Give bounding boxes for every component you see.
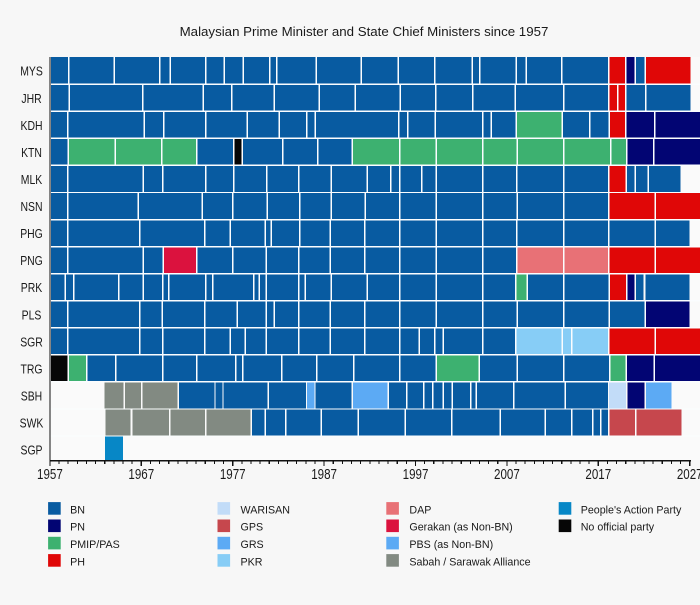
svg-text:JHR: JHR	[21, 92, 41, 106]
svg-text:1987: 1987	[311, 466, 337, 482]
svg-text:PMIP/PAS: PMIP/PAS	[70, 539, 120, 551]
svg-text:PN: PN	[70, 522, 85, 534]
svg-text:PBS (as Non-BN): PBS (as Non-BN)	[409, 539, 493, 551]
svg-text:Sabah / Sarawak Alliance: Sabah / Sarawak Alliance	[409, 556, 530, 568]
svg-text:1957: 1957	[37, 466, 63, 482]
svg-text:SGR: SGR	[20, 335, 43, 349]
svg-text:SWK: SWK	[20, 417, 44, 431]
svg-text:Malaysian Prime Minister and S: Malaysian Prime Minister and State Chief…	[180, 24, 549, 39]
svg-text:MYS: MYS	[20, 65, 43, 79]
svg-text:1977: 1977	[220, 466, 246, 482]
svg-text:WARISAN: WARISAN	[241, 504, 290, 516]
svg-text:DAP: DAP	[409, 504, 431, 516]
svg-text:1997: 1997	[403, 466, 429, 482]
svg-text:BN: BN	[70, 504, 85, 516]
svg-text:PLS: PLS	[22, 308, 42, 322]
svg-text:2027: 2027	[677, 466, 700, 482]
svg-text:SBH: SBH	[21, 389, 42, 403]
svg-text:NSN: NSN	[20, 200, 42, 214]
svg-text:PH: PH	[70, 556, 85, 568]
svg-text:No official party: No official party	[581, 522, 655, 534]
svg-text:PHG: PHG	[20, 227, 43, 241]
svg-text:KTN: KTN	[21, 146, 42, 160]
svg-text:MLK: MLK	[21, 173, 43, 187]
svg-text:Gerakan (as Non-BN): Gerakan (as Non-BN)	[409, 522, 512, 534]
svg-text:PKR: PKR	[241, 556, 263, 568]
svg-text:PNG: PNG	[20, 254, 43, 268]
svg-text:SGP: SGP	[20, 444, 42, 458]
svg-text:GRS: GRS	[241, 539, 264, 551]
svg-text:GPS: GPS	[241, 522, 264, 534]
svg-text:People's Action Party: People's Action Party	[581, 504, 682, 516]
svg-text:TRG: TRG	[20, 362, 42, 376]
svg-text:KDH: KDH	[20, 119, 42, 133]
svg-text:1967: 1967	[128, 466, 154, 482]
svg-text:2007: 2007	[494, 466, 520, 482]
svg-text:PRK: PRK	[21, 281, 43, 295]
svg-text:2017: 2017	[585, 466, 611, 482]
